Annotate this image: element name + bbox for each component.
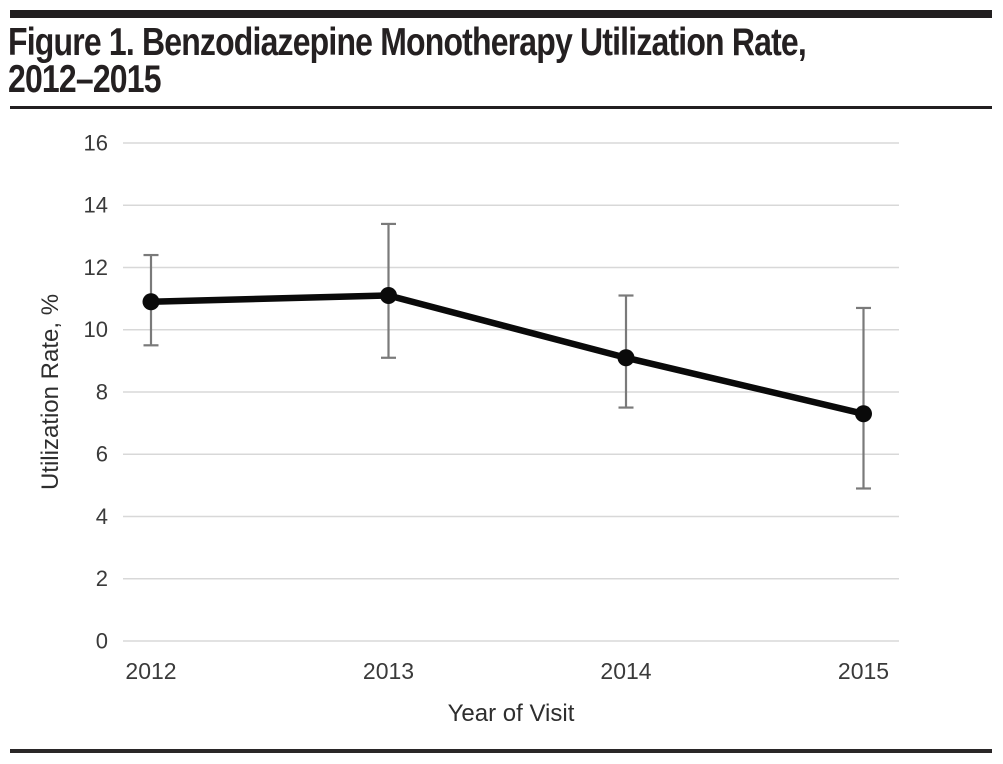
x-tick-label: 2014 bbox=[600, 658, 651, 684]
trend-line bbox=[150, 292, 865, 417]
data-point-marker bbox=[380, 287, 397, 305]
y-tick-label: 10 bbox=[84, 317, 108, 342]
y-tick-label: 16 bbox=[84, 130, 108, 155]
y-tick-label: 14 bbox=[84, 193, 108, 218]
y-tick-label: 2 bbox=[96, 566, 108, 591]
top-rule bbox=[10, 10, 992, 18]
y-tick-label: 6 bbox=[96, 442, 108, 467]
bottom-rule bbox=[10, 749, 992, 753]
y-tick-label: 4 bbox=[96, 504, 108, 529]
figure-title-line1: Figure 1. Benzodiazepine Monotherapy Uti… bbox=[8, 21, 807, 64]
y-tick-label: 12 bbox=[84, 255, 108, 280]
data-point-marker bbox=[855, 405, 872, 423]
figure-title: Figure 1. Benzodiazepine Monotherapy Uti… bbox=[8, 21, 981, 101]
y-tick-label: 0 bbox=[96, 628, 108, 653]
x-tick-label: 2015 bbox=[838, 658, 889, 684]
x-tick-label: 2013 bbox=[363, 658, 414, 684]
figure-title-line2: 2012–2015 bbox=[8, 58, 162, 101]
y-axis-title: Utilization Rate, % bbox=[37, 294, 64, 490]
data-point-marker bbox=[142, 293, 160, 311]
error-bar bbox=[856, 306, 871, 490]
data-point-marker bbox=[617, 349, 635, 367]
y-tick-label: 8 bbox=[96, 379, 108, 404]
title-divider bbox=[10, 106, 992, 109]
x-tick-label: 2012 bbox=[125, 658, 176, 684]
x-axis-title: Year of Visit bbox=[448, 700, 575, 727]
